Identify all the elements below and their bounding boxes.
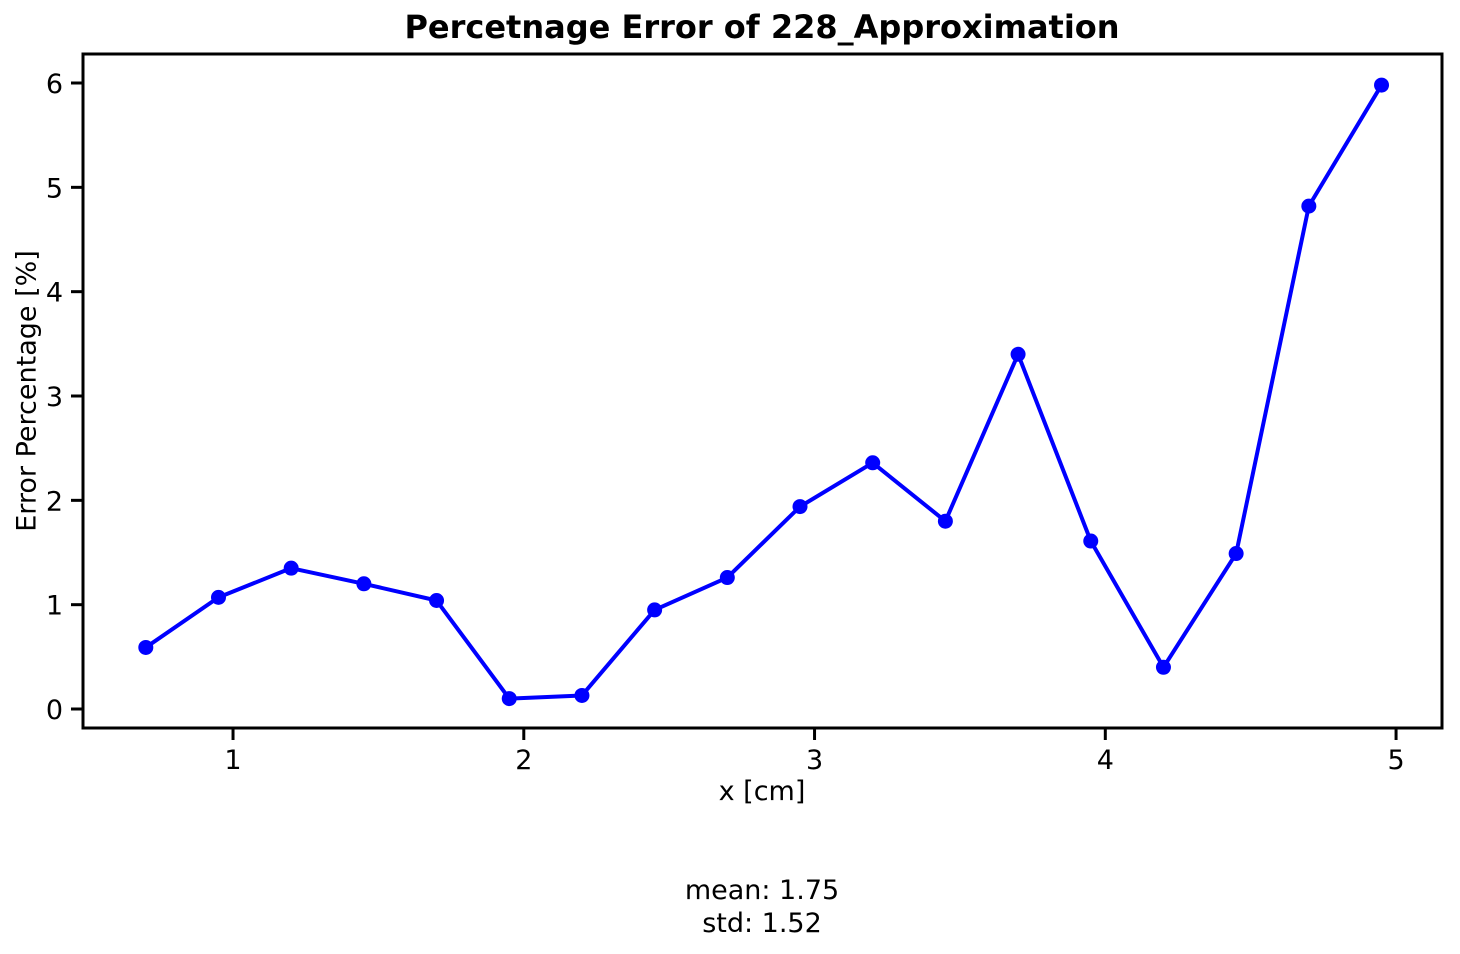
y-tick-label: 0 — [46, 695, 63, 726]
data-point-marker — [1010, 346, 1026, 362]
x-axis-label: x [cm] — [718, 776, 806, 807]
y-tick-label: 4 — [46, 278, 63, 309]
chart-title: Percetnage Error of 228_Approximation — [404, 8, 1120, 46]
data-point-marker — [1155, 659, 1171, 675]
x-tick-label: 3 — [806, 745, 823, 776]
data-point-marker — [719, 570, 735, 586]
data-point-marker — [501, 691, 517, 707]
y-tick-label: 6 — [46, 69, 63, 100]
x-tick-label: 4 — [1097, 745, 1114, 776]
data-point-marker — [1374, 77, 1390, 93]
data-point-marker — [356, 576, 372, 592]
data-point-marker — [792, 499, 808, 515]
y-tick-label: 2 — [46, 486, 63, 517]
data-point-marker — [937, 513, 953, 529]
data-point-marker — [865, 455, 881, 471]
data-point-marker — [138, 639, 154, 655]
data-point-marker — [1301, 198, 1317, 214]
x-tick-label: 2 — [515, 745, 532, 776]
mean-text: mean: 1.75 — [684, 875, 840, 906]
stats-annotation: mean: 1.75 std: 1.52 — [685, 874, 839, 940]
data-point-marker — [647, 602, 663, 618]
data-point-marker — [210, 589, 226, 605]
x-tick-label: 5 — [1387, 745, 1404, 776]
data-point-marker — [1228, 546, 1244, 562]
data-point-marker — [1083, 533, 1099, 549]
data-point-marker — [429, 593, 445, 609]
y-tick-label: 1 — [46, 591, 63, 622]
axes-spines — [81, 52, 1444, 730]
data-point-marker — [574, 687, 590, 703]
y-tick-label: 5 — [46, 173, 63, 204]
y-tick-label: 3 — [46, 382, 63, 413]
data-point-marker — [283, 560, 299, 576]
y-axis-label: Error Percentage [%] — [11, 250, 43, 532]
std-text: std: 1.52 — [702, 908, 822, 939]
data-line — [143, 83, 1384, 701]
x-tick-label: 1 — [224, 745, 241, 776]
